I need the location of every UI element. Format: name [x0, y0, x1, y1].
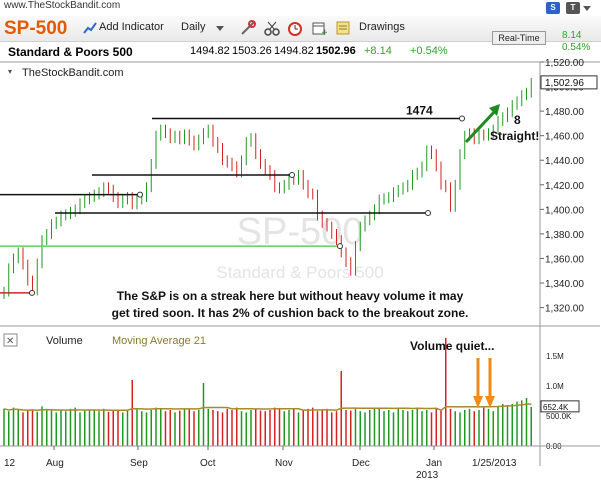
trend-arrow — [464, 108, 498, 144]
volume-arrowhead — [473, 396, 483, 408]
volume-arrowhead — [485, 396, 495, 408]
badge-s[interactable]: S — [546, 2, 560, 14]
y-tick-label: 1,520.00 — [545, 58, 584, 69]
line-handle — [289, 171, 295, 178]
commentary-text: get tired soon. It has 2% of cushion bac… — [112, 306, 469, 320]
volume-label: Volume — [46, 335, 83, 347]
watermark-name: Standard & Poors 500 — [216, 263, 383, 282]
x-tick-label: Jan — [426, 458, 442, 469]
right-change: 8.14 — [562, 30, 582, 41]
volume-ma-label: Moving Average 21 — [112, 335, 206, 347]
alarm-clock-icon[interactable] — [287, 20, 303, 36]
y-tick-label: 1,440.00 — [545, 156, 584, 167]
x-tick-label: 12 — [4, 458, 16, 469]
y-tick-label: 1,360.00 — [545, 254, 584, 265]
quote-low: 1494.82 — [274, 45, 314, 57]
quote-close: 1502.96 — [316, 45, 356, 57]
add-indicator-button[interactable]: Add Indicator — [99, 21, 164, 33]
svg-text:+: + — [321, 28, 327, 36]
last-price-label: 1,502.96 — [545, 78, 584, 89]
last-volume-label: 652.4K — [543, 403, 569, 412]
y-tick-label: 1,420.00 — [545, 181, 584, 192]
add-indicator-icon[interactable] — [82, 20, 98, 36]
line-handle — [29, 289, 35, 296]
streak-note: 8 — [514, 113, 521, 127]
last-volume-box — [540, 400, 580, 413]
quote-open: 1494.82 — [190, 45, 230, 57]
x-tick-label: Sep — [130, 458, 148, 469]
volume-tick-label: 500.0K — [546, 412, 572, 421]
volume-note: Volume quiet... — [410, 339, 494, 353]
y-tick-label: 1,320.00 — [545, 304, 584, 315]
badge-t[interactable]: T — [566, 2, 580, 14]
chart-source-label: TheStockBandit.com — [22, 67, 124, 79]
x-tick-label: Aug — [46, 458, 64, 469]
right-pct: 0.54% — [562, 42, 591, 53]
volume-tick-label: 1.5M — [546, 352, 564, 361]
interval-select[interactable]: Daily — [181, 21, 206, 33]
x-tick-label: Oct — [200, 458, 216, 469]
drawings-button[interactable]: Drawings — [359, 21, 405, 33]
x-tick-label: Nov — [275, 458, 293, 469]
line-handle — [459, 115, 465, 122]
symbol-label[interactable]: SP-500 — [4, 18, 68, 39]
quote-name: Standard & Poors 500 — [8, 45, 133, 59]
y-tick-label: 1,340.00 — [545, 279, 584, 290]
line-handle — [337, 243, 343, 250]
y-tick-label: 1,380.00 — [545, 230, 584, 241]
x-tick-label: Dec — [352, 458, 370, 469]
scissors-icon[interactable] — [264, 20, 280, 36]
x-tick-label: 1/25/2013 — [472, 458, 517, 469]
line-handle — [425, 210, 431, 217]
site-url: www.TheStockBandit.com — [4, 0, 121, 11]
volume-ma-line — [3, 403, 532, 412]
note-icon[interactable] — [335, 20, 351, 36]
calendar-add-icon[interactable]: + — [311, 20, 327, 36]
streak-note: Straight! — [490, 129, 539, 143]
realtime-button[interactable]: Real-Time — [492, 31, 546, 45]
y-tick-label: 1,400.00 — [545, 205, 584, 216]
trend-arrowhead — [489, 104, 500, 116]
volume-tick-label: 1.0M — [546, 382, 564, 391]
y-tick-label: 1,460.00 — [545, 132, 584, 143]
chevron-down-icon[interactable] — [212, 20, 228, 36]
quote-high: 1503.26 — [232, 45, 272, 57]
quote-row: Standard & Poors 500 1494.82 1503.26 149… — [0, 43, 601, 61]
line-handle — [137, 191, 143, 198]
last-price-box — [540, 75, 598, 90]
close-icon: ✕ — [6, 336, 14, 347]
quote-pct: +0.54% — [410, 45, 448, 57]
tools-icon[interactable] — [240, 20, 256, 36]
source-chevron-icon — [8, 70, 12, 74]
quote-change: +8.14 — [364, 45, 392, 57]
y-tick-label: 1,480.00 — [545, 107, 584, 118]
level-label: 1474 — [406, 103, 433, 117]
x-tick-year: 2013 — [416, 470, 439, 481]
close-panel-button[interactable] — [3, 333, 18, 347]
commentary-text: The S&P is on a streak here but without … — [117, 289, 464, 303]
